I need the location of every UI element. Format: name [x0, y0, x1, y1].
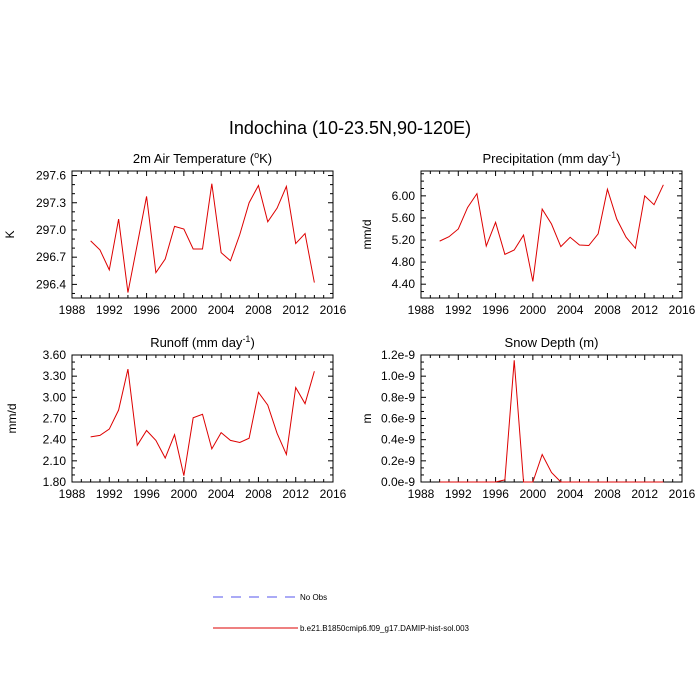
x-tick-label: 2016 [669, 487, 696, 501]
panel-title-main: Snow Depth (m) [505, 335, 599, 350]
y-axis-label: mm/d [5, 404, 19, 434]
panel-3: Runoff (mm day-1) mm/d 1988 1992 1996 2000 200… [5, 334, 347, 501]
panel-title: Snow Depth (m) [505, 335, 599, 350]
x-tick-label: 1996 [482, 487, 509, 501]
y-axis-label: mm/d [360, 220, 374, 250]
y-tick-label: 296.4 [36, 277, 66, 291]
y-tick-label: 1.80 [43, 475, 67, 489]
panel-title-end: ) [616, 151, 620, 166]
x-tick-label: 2004 [557, 487, 584, 501]
x-tick-label: 1988 [408, 487, 435, 501]
x-tick-label: 1992 [445, 303, 472, 317]
y-tick-label: 0.8e-9 [381, 390, 415, 404]
panel-1: 2m Air Temperature (oK) K 1988 1992 1996 2000… [3, 150, 347, 317]
x-tick-label: 2000 [171, 303, 198, 317]
panel-title-sup: -1 [242, 334, 250, 344]
panel-2: Precipitation (mm day-1) mm/d 1988 1992 1996… [360, 150, 696, 317]
y-tick-label: 5.60 [392, 211, 416, 225]
y-tick-label: 1.2e-9 [381, 348, 415, 362]
legend: No Obs b.e21.B1850cmip6.f09_g17.DAMIP-his… [213, 593, 470, 633]
y-tick-label: 1.0e-9 [381, 369, 415, 383]
x-tick-label: 1988 [59, 303, 86, 317]
panel-title: Precipitation (mm day-1) [482, 150, 620, 166]
panel-title: Runoff (mm day-1) [150, 334, 255, 350]
panel-title-main: 2m Air Temperature ( [133, 151, 255, 166]
x-tick-label: 1992 [96, 487, 123, 501]
y-tick-label: 3.00 [43, 390, 67, 404]
y-tick-label: 297.3 [36, 196, 66, 210]
panel-title-end: ) [250, 335, 254, 350]
y-tick-label: 0.2e-9 [381, 454, 415, 468]
x-tick-label: 2012 [631, 303, 658, 317]
y-tick-label: 3.30 [43, 369, 67, 383]
x-tick-label: 2000 [171, 487, 198, 501]
y-tick-label: 297.6 [36, 169, 66, 183]
chart-panels: 2m Air Temperature (oK) K 1988 1992 1996 2000… [3, 150, 696, 501]
x-tick-label: 2000 [520, 303, 547, 317]
x-tick-label: 2008 [245, 303, 272, 317]
y-tick-label: 2.70 [43, 412, 67, 426]
y-tick-label: 6.00 [392, 189, 416, 203]
series-line [90, 368, 315, 476]
x-tick-label: 2008 [594, 303, 621, 317]
panel-title-sup: o [254, 150, 259, 160]
y-tick-label: 2.10 [43, 454, 67, 468]
panel-title-main: Precipitation (mm day [482, 151, 608, 166]
x-tick-label: 1992 [96, 303, 123, 317]
x-tick-label: 1988 [408, 303, 435, 317]
legend-label: b.e21.B1850cmip6.f09_g17.DAMIP-hist-sol.… [300, 624, 470, 633]
plot-frame [420, 354, 683, 483]
y-tick-label: 5.20 [392, 233, 416, 247]
panel-title-sup: -1 [608, 150, 616, 160]
x-tick-label: 2012 [282, 487, 309, 501]
x-tick-label: 1996 [133, 487, 160, 501]
x-tick-label: 1988 [59, 487, 86, 501]
y-tick-label: 4.40 [392, 277, 416, 291]
x-tick-label: 2016 [669, 303, 696, 317]
x-tick-label: 1992 [445, 487, 472, 501]
x-tick-label: 2000 [520, 487, 547, 501]
panel-title-end: K) [259, 151, 272, 166]
y-tick-label: 2.40 [43, 433, 67, 447]
x-tick-label: 2012 [282, 303, 309, 317]
x-tick-label: 2016 [320, 303, 347, 317]
y-tick-label: 4.80 [392, 255, 416, 269]
y-tick-label: 0.6e-9 [381, 412, 415, 426]
x-tick-label: 2012 [631, 487, 658, 501]
y-tick-label: 0.0e-9 [381, 475, 415, 489]
series-line [439, 360, 664, 483]
x-tick-label: 1996 [482, 303, 509, 317]
x-tick-label: 2008 [245, 487, 272, 501]
panel-title: 2m Air Temperature (oK) [133, 150, 272, 166]
y-tick-label: 296.7 [36, 250, 66, 264]
x-tick-label: 2004 [557, 303, 584, 317]
x-tick-label: 2004 [208, 487, 235, 501]
y-tick-label: 0.4e-9 [381, 433, 415, 447]
figure-title: Indochina (10-23.5N,90-120E) [229, 118, 471, 138]
x-tick-label: 1996 [133, 303, 160, 317]
plot-frame [71, 354, 334, 483]
legend-label: No Obs [300, 593, 327, 602]
series-line [439, 184, 664, 282]
y-tick-label: 3.60 [43, 348, 67, 362]
y-axis-label: m [360, 414, 374, 424]
panel-4: Snow Depth (m) m 1988 1992 1996 2000 2004 2008 2… [360, 335, 696, 501]
panel-title-main: Runoff (mm day [150, 335, 243, 350]
y-tick-label: 297.0 [36, 223, 66, 237]
series-line [90, 183, 315, 293]
y-axis-label: K [3, 230, 17, 238]
x-tick-label: 2008 [594, 487, 621, 501]
plot-frame [420, 170, 683, 299]
x-tick-label: 2016 [320, 487, 347, 501]
x-tick-label: 2004 [208, 303, 235, 317]
